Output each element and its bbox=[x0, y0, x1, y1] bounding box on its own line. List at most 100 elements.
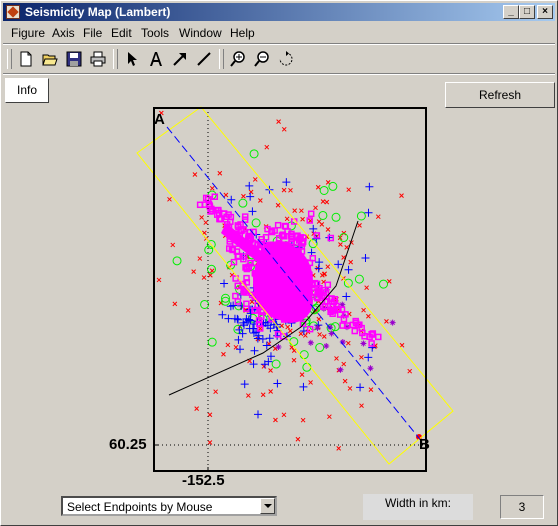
menu-tools[interactable]: Tools bbox=[141, 26, 170, 40]
earthquake-marker bbox=[213, 389, 218, 395]
earthquake-marker bbox=[309, 224, 318, 233]
insert-line-button[interactable] bbox=[193, 48, 215, 70]
select-tool-button[interactable] bbox=[121, 48, 143, 70]
width-input[interactable]: 3 bbox=[500, 495, 544, 519]
earthquake-marker bbox=[379, 279, 389, 289]
earthquake-marker bbox=[220, 296, 230, 306]
earthquake-marker bbox=[368, 387, 374, 392]
earthquake-marker bbox=[268, 389, 274, 394]
earthquake-marker bbox=[316, 219, 322, 224]
earthquake-marker bbox=[197, 256, 203, 261]
earthquake-marker bbox=[281, 412, 287, 418]
zoom-out-button[interactable] bbox=[251, 48, 273, 70]
window-title: Seismicity Map (Lambert) bbox=[25, 5, 171, 19]
earthquake-marker bbox=[194, 406, 200, 411]
earthquake-marker bbox=[247, 259, 254, 267]
earthquake-marker bbox=[204, 245, 214, 255]
earthquake-marker bbox=[233, 344, 239, 350]
menu-axis[interactable]: Axis bbox=[52, 26, 75, 40]
earthquake-marker bbox=[239, 280, 246, 288]
earthquake-marker bbox=[235, 325, 244, 334]
menu-file[interactable]: File bbox=[83, 26, 103, 40]
save-button[interactable] bbox=[63, 48, 85, 70]
earthquake-marker bbox=[271, 227, 278, 234]
earthquake-marker bbox=[338, 242, 343, 247]
chevron-down-icon[interactable] bbox=[260, 498, 275, 514]
earthquake-marker bbox=[327, 324, 334, 331]
earthquake-marker bbox=[407, 368, 413, 374]
print-button[interactable] bbox=[87, 48, 109, 70]
earthquake-marker bbox=[201, 275, 207, 280]
earthquake-marker bbox=[281, 233, 288, 240]
refresh-button[interactable]: Refresh bbox=[445, 82, 555, 108]
earthquake-marker bbox=[333, 302, 340, 310]
menu-figure[interactable]: Figure bbox=[11, 26, 46, 40]
earthquake-marker bbox=[203, 220, 209, 225]
new-file-icon bbox=[20, 51, 32, 67]
earthquake-marker bbox=[258, 326, 263, 332]
endpoint-a-label: A bbox=[154, 111, 165, 128]
select-arrow-icon bbox=[128, 52, 137, 66]
menu-help[interactable]: Help bbox=[230, 26, 255, 40]
new-file-button[interactable] bbox=[15, 48, 37, 70]
earthquake-marker bbox=[229, 246, 237, 254]
profile-width-box bbox=[136, 106, 454, 465]
earthquake-marker bbox=[361, 307, 366, 313]
earthquake-marker bbox=[251, 307, 258, 314]
earthquake-marker bbox=[245, 181, 254, 190]
earthquake-marker bbox=[299, 239, 306, 247]
earthquake-marker bbox=[299, 208, 304, 214]
earthquake-marker bbox=[233, 324, 243, 334]
earthquake-marker bbox=[227, 195, 236, 204]
earthquake-marker bbox=[241, 193, 246, 199]
info-button[interactable]: Info bbox=[5, 78, 49, 103]
earthquake-marker bbox=[322, 271, 327, 277]
earthquake-marker bbox=[317, 332, 322, 337]
zoom-in-button[interactable] bbox=[227, 48, 249, 70]
earthquake-marker bbox=[238, 198, 248, 208]
earthquake-marker bbox=[207, 440, 213, 445]
earthquake-marker bbox=[249, 329, 258, 337]
earthquake-marker bbox=[276, 119, 281, 125]
menu-edit[interactable]: Edit bbox=[111, 26, 132, 40]
earthquake-marker bbox=[254, 331, 263, 340]
earthquake-marker bbox=[253, 410, 262, 419]
earthquake-marker bbox=[356, 211, 366, 221]
minimize-button[interactable]: _ bbox=[503, 5, 519, 19]
maximize-button[interactable]: □ bbox=[519, 5, 535, 19]
earthquake-marker bbox=[328, 330, 335, 337]
earthquake-marker bbox=[375, 333, 382, 341]
earthquake-marker bbox=[351, 327, 358, 335]
earthquake-marker bbox=[294, 232, 301, 239]
earthquake-marker bbox=[309, 254, 317, 262]
menu-window[interactable]: Window bbox=[179, 26, 222, 40]
rotate-button[interactable] bbox=[275, 48, 297, 70]
earthquake-marker bbox=[314, 294, 321, 302]
earthquake-marker bbox=[334, 356, 339, 361]
earthquake-marker bbox=[302, 362, 312, 372]
earthquake-marker bbox=[207, 272, 213, 278]
endpoint-mode-select[interactable]: Select Endpoints by Mouse bbox=[61, 496, 277, 516]
insert-line-icon bbox=[197, 52, 211, 66]
insert-text-button[interactable] bbox=[145, 48, 167, 70]
earthquake-marker bbox=[236, 345, 245, 354]
earthquake-marker bbox=[312, 234, 321, 243]
earthquake-marker bbox=[299, 382, 308, 391]
earthquake-marker bbox=[220, 210, 227, 217]
earthquake-marker bbox=[234, 335, 243, 344]
insert-arrow-button[interactable] bbox=[169, 48, 191, 70]
earthquake-marker bbox=[158, 110, 164, 116]
earthquake-marker bbox=[375, 214, 381, 220]
cross-section-line[interactable] bbox=[166, 126, 424, 444]
earthquake-marker bbox=[369, 330, 377, 337]
earthquake-marker bbox=[268, 368, 273, 373]
earthquake-marker bbox=[295, 436, 301, 442]
open-file-button[interactable] bbox=[39, 48, 61, 70]
earthquake-marker bbox=[313, 232, 321, 239]
earthquake-marker bbox=[307, 210, 315, 218]
close-button[interactable]: × bbox=[537, 5, 553, 19]
earthquake-marker bbox=[262, 341, 271, 350]
earthquake-marker bbox=[249, 360, 258, 369]
title-bar: Seismicity Map (Lambert) _ □ × bbox=[3, 3, 555, 21]
